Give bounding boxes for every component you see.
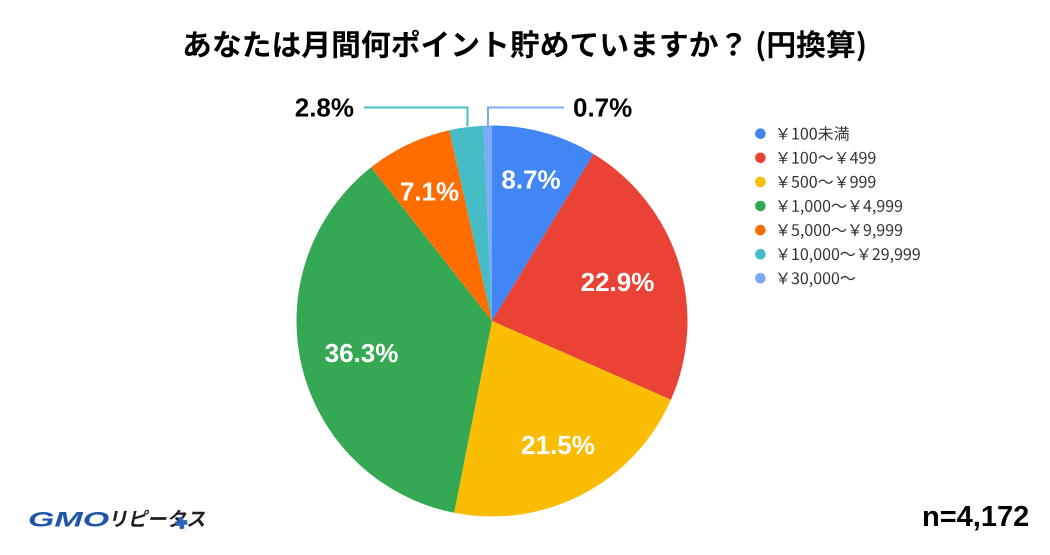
svg-text:21.5%: 21.5% bbox=[521, 430, 595, 460]
svg-text:0.7%: 0.7% bbox=[573, 93, 632, 123]
svg-text:n=4,172: n=4,172 bbox=[922, 501, 1029, 533]
svg-text:36.3%: 36.3% bbox=[325, 338, 399, 368]
svg-text:22.9%: 22.9% bbox=[581, 267, 655, 297]
svg-text:GMO: GMO bbox=[28, 507, 109, 531]
svg-text:8.7%: 8.7% bbox=[501, 165, 560, 195]
svg-text:2.8%: 2.8% bbox=[295, 93, 354, 123]
svg-text:7.1%: 7.1% bbox=[400, 177, 459, 207]
